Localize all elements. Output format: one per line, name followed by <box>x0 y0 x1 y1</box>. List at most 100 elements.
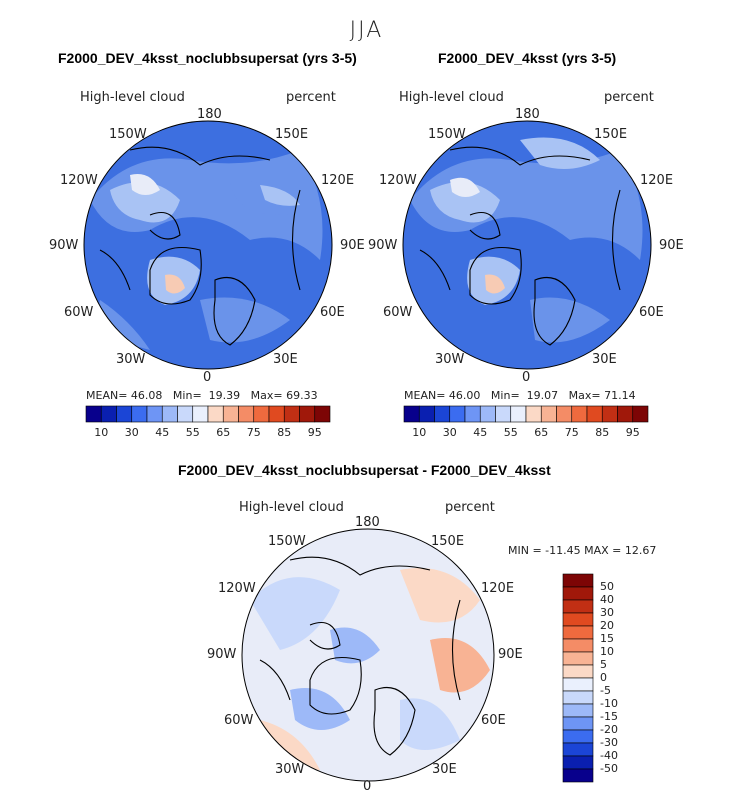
diff-colorbar-tick-label: 0 <box>600 671 607 684</box>
diff-colorbar-swatch-12 <box>562 729 594 744</box>
diff-colorbar-swatch-15 <box>562 768 594 783</box>
panel-1-colorbar-tick-label: 65 <box>216 426 231 439</box>
panel-2-lon-60e: 60E <box>639 305 664 320</box>
panel-1-colorbar-swatch-8 <box>207 405 224 423</box>
diff-units: percent <box>445 500 495 515</box>
panel-2-colorbar-tick-label: 30 <box>442 426 457 439</box>
panel-2-colorbar-labels: 10 30 45 55 65 75 85 95 <box>404 426 648 440</box>
panel-2-colorbar-swatch-15 <box>632 405 649 423</box>
panel-2-colorbar-tick-label: 10 <box>412 426 427 439</box>
panel-2-lon-150w: 150W <box>428 127 466 142</box>
panel-1-colorbar-swatch-7 <box>192 405 209 423</box>
diff-colorbar-swatch-4 <box>562 625 594 640</box>
diff-lon-30e: 30E <box>432 762 457 777</box>
panel-2-colorbar-tick-label: 75 <box>564 426 579 439</box>
diff-lon-150e: 150E <box>431 534 465 549</box>
panel-1-colorbar-swatch-9 <box>222 405 239 423</box>
panel-1-colorbar-swatch-13 <box>283 405 300 423</box>
diff-colorbar-tick-label: -15 <box>600 710 618 723</box>
panel-2-colorbar-swatch-12 <box>586 405 603 423</box>
diff-lon-60w: 60W <box>224 713 254 728</box>
panel-1-colorbar-swatch-1 <box>100 405 117 423</box>
panel-2-colorbar-swatch-6 <box>495 405 512 423</box>
panel-1-colorbar-tick-label: 95 <box>307 426 322 439</box>
panel-1-lon-30w: 30W <box>116 352 146 367</box>
panel-2-colorbar-tick-label: 85 <box>595 426 610 439</box>
panel-2-colorbar-swatch-4 <box>464 405 481 423</box>
panel-1-colorbar-swatch-3 <box>131 405 148 423</box>
diff-colorbar-tick-label: 40 <box>600 593 614 606</box>
diff-colorbar-swatch-1 <box>562 586 594 601</box>
panel-2-colorbar-swatch-11 <box>571 405 588 423</box>
panel-2-colorbar-swatch-9 <box>540 405 557 423</box>
panel-1-lon-90e: 90E <box>340 238 365 253</box>
panel-2-stats: MEAN= 46.00 Min= 19.07 Max= 71.14 <box>404 389 636 402</box>
diff-title: F2000_DEV_4ksst_noclubbsupersat - F2000_… <box>178 462 551 478</box>
diff-colorbar-tick-label: 15 <box>600 632 614 645</box>
panel-1-colorbar-swatch-6 <box>177 405 194 423</box>
diff-lon-180: 180 <box>355 515 380 530</box>
diff-lon-120w: 120W <box>218 581 256 596</box>
panel-1-colorbar-swatch-15 <box>314 405 331 423</box>
panel-1-variable: High-level cloud <box>80 90 185 105</box>
diff-colorbar-tick-label: -30 <box>600 736 618 749</box>
diff-lon-150w: 150W <box>268 534 306 549</box>
diff-colorbar-swatch-7 <box>562 664 594 679</box>
diff-lon-90w: 90W <box>207 647 237 662</box>
panel-2-lon-60w: 60W <box>383 305 413 320</box>
diff-colorbar-tick-label: 5 <box>600 658 607 671</box>
panel-1-colorbar-swatch-0 <box>85 405 102 423</box>
diff-minmax: MIN = -11.45 MAX = 12.67 <box>508 544 657 557</box>
panel-1-colorbar-tick-label: 10 <box>94 426 109 439</box>
panel-1-lon-60e: 60E <box>320 305 345 320</box>
diff-colorbar-tick-label: 50 <box>600 580 614 593</box>
panel-1-title: F2000_DEV_4ksst_noclubbsupersat (yrs 3-5… <box>58 50 357 66</box>
panel-2-lon-90e: 90E <box>659 238 684 253</box>
diff-colorbar-tick-label: -5 <box>600 684 611 697</box>
diff-colorbar-tick-label: 20 <box>600 619 614 632</box>
panel-2-units: percent <box>604 90 654 105</box>
panel-2-lon-120e: 120E <box>640 173 674 188</box>
diff-colorbar-swatch-5 <box>562 638 594 653</box>
panel-2-colorbar-tick-label: 55 <box>503 426 518 439</box>
panel-2-colorbar-tick-label: 45 <box>473 426 488 439</box>
season-title: JJA <box>349 18 384 43</box>
panel-1-lon-150e: 150E <box>275 127 309 142</box>
diff-colorbar-swatch-10 <box>562 703 594 718</box>
panel-2-colorbar-swatch-14 <box>617 405 634 423</box>
diff-variable: High-level cloud <box>239 500 344 515</box>
diff-colorbar-swatch-11 <box>562 716 594 731</box>
panel-1-colorbar-swatch-5 <box>161 405 178 423</box>
panel-1-lon-30e: 30E <box>273 352 298 367</box>
diff-colorbar-swatch-6 <box>562 651 594 666</box>
panel-1-colorbar-swatch-11 <box>253 405 270 423</box>
panel-1-colorbar-tick-label: 45 <box>155 426 170 439</box>
panel-2-lon-120w: 120W <box>379 173 417 188</box>
panel-1-colorbar <box>85 405 331 423</box>
diff-lon-0: 0 <box>363 779 372 794</box>
panel-2-colorbar-swatch-2 <box>434 405 451 423</box>
panel-1-colorbar-swatch-10 <box>238 405 255 423</box>
panel-1-colorbar-swatch-12 <box>268 405 285 423</box>
panel-1-lon-90w: 90W <box>49 238 79 253</box>
panel-1-lon-0: 0 <box>203 370 212 385</box>
diff-lon-90e: 90E <box>498 647 523 662</box>
panel-2-lon-30e: 30E <box>592 352 617 367</box>
panel-1-colorbar-labels: 10 30 45 55 65 75 85 95 <box>86 426 330 440</box>
panel-2-variable: High-level cloud <box>399 90 504 105</box>
diff-colorbar-swatch-3 <box>562 612 594 627</box>
diff-colorbar-tick-label: -50 <box>600 762 618 775</box>
panel-1-lon-150w: 150W <box>109 127 147 142</box>
diff-lon-30w: 30W <box>275 762 305 777</box>
panel-1-colorbar-tick-label: 55 <box>185 426 200 439</box>
diff-colorbar-swatch-2 <box>562 599 594 614</box>
panel-1-lon-60w: 60W <box>64 305 94 320</box>
panel-2-colorbar <box>403 405 649 423</box>
panel-2-colorbar-swatch-13 <box>601 405 618 423</box>
panel-2-colorbar-swatch-10 <box>556 405 573 423</box>
panel-2-colorbar-swatch-5 <box>479 405 496 423</box>
diff-colorbar-swatch-8 <box>562 677 594 692</box>
panel-1-units: percent <box>286 90 336 105</box>
diff-colorbar-swatch-14 <box>562 755 594 770</box>
